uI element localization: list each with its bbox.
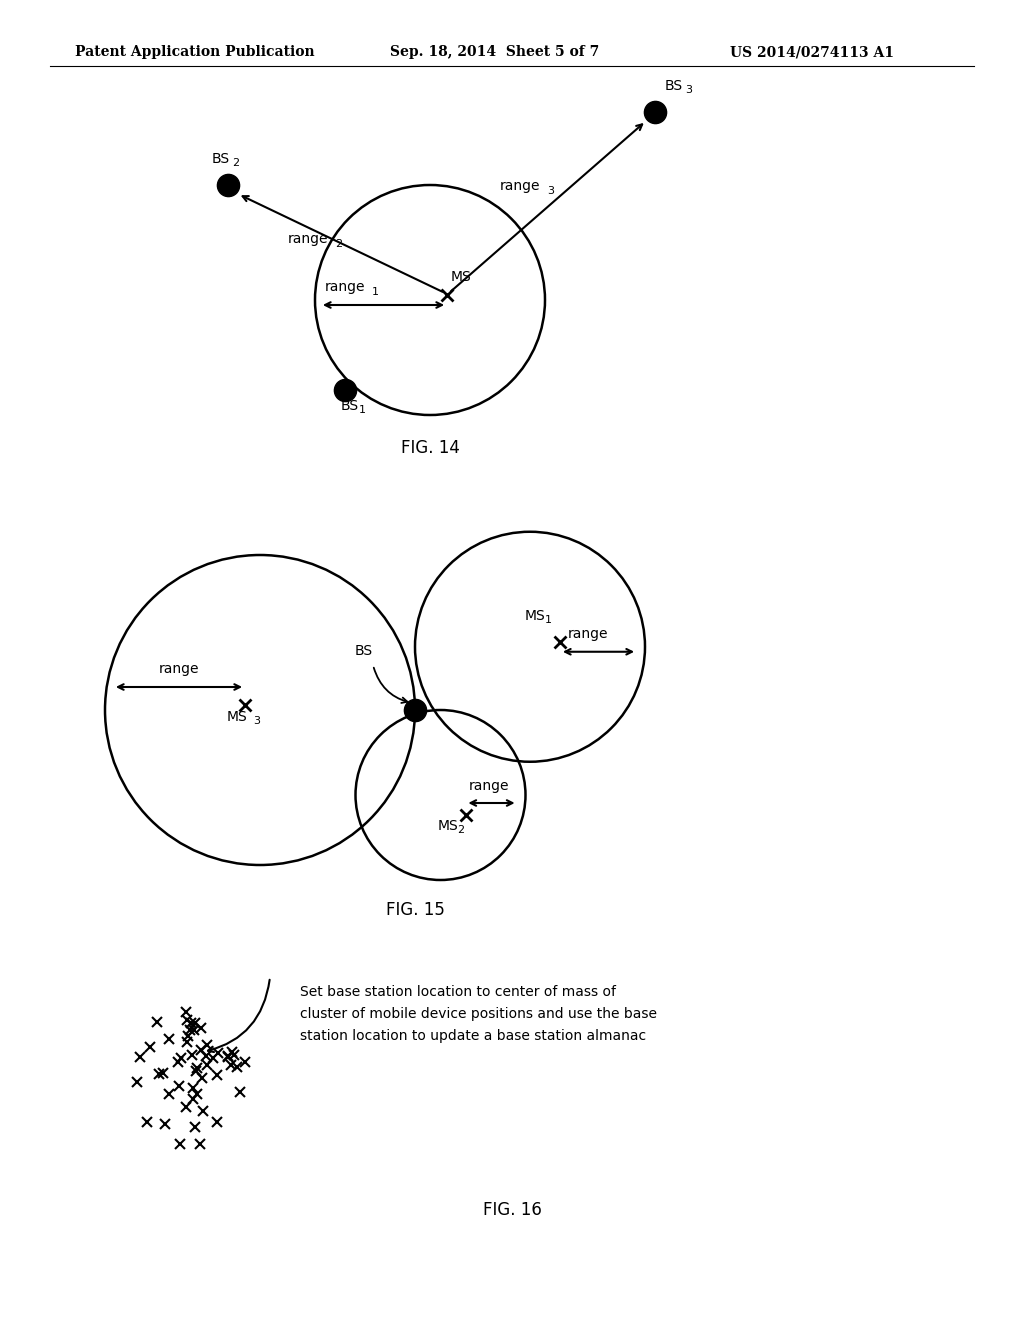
Text: 1: 1 <box>545 615 552 624</box>
Text: 3: 3 <box>547 186 554 195</box>
Text: BS: BS <box>212 152 230 166</box>
Text: Patent Application Publication: Patent Application Publication <box>75 45 314 59</box>
Text: FIG. 14: FIG. 14 <box>400 440 460 457</box>
Text: range: range <box>568 627 608 640</box>
Text: range: range <box>288 232 329 246</box>
Text: 2: 2 <box>458 825 465 836</box>
Text: US 2014/0274113 A1: US 2014/0274113 A1 <box>730 45 894 59</box>
Text: range: range <box>159 663 200 676</box>
Text: 3: 3 <box>253 715 260 726</box>
Text: MS: MS <box>525 609 546 623</box>
Text: MS: MS <box>451 271 472 284</box>
Text: Sep. 18, 2014  Sheet 5 of 7: Sep. 18, 2014 Sheet 5 of 7 <box>390 45 599 59</box>
Text: MS: MS <box>227 710 248 723</box>
Text: range: range <box>500 180 541 193</box>
Text: range: range <box>469 779 509 793</box>
Text: range: range <box>325 280 366 294</box>
Text: 1: 1 <box>372 286 379 297</box>
Text: BS: BS <box>341 399 359 413</box>
Text: station location to update a base station almanac: station location to update a base statio… <box>300 1030 646 1043</box>
Text: FIG. 15: FIG. 15 <box>386 902 444 919</box>
Text: 3: 3 <box>685 84 692 95</box>
Text: Set base station location to center of mass of: Set base station location to center of m… <box>300 985 616 999</box>
Text: BS: BS <box>355 644 373 657</box>
Text: 2: 2 <box>335 239 342 249</box>
Text: cluster of mobile device positions and use the base: cluster of mobile device positions and u… <box>300 1007 657 1020</box>
Text: MS: MS <box>437 818 459 833</box>
Text: 1: 1 <box>359 405 366 414</box>
Text: FIG. 16: FIG. 16 <box>482 1201 542 1218</box>
Text: 2: 2 <box>232 158 240 168</box>
Text: BS: BS <box>665 79 683 92</box>
